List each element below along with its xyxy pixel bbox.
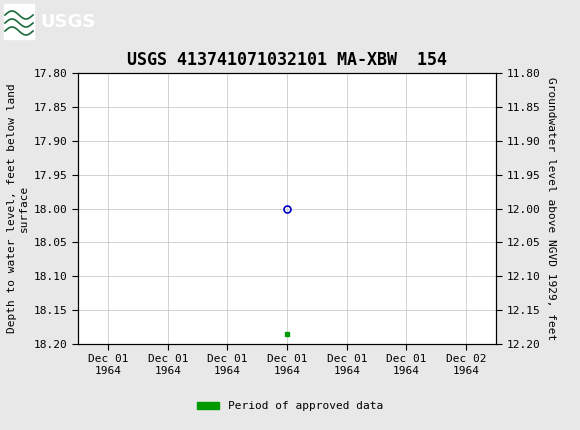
Y-axis label: Depth to water level, feet below land
surface: Depth to water level, feet below land su… xyxy=(7,84,28,333)
Title: USGS 413741071032101 MA-XBW  154: USGS 413741071032101 MA-XBW 154 xyxy=(127,51,447,69)
Y-axis label: Groundwater level above NGVD 1929, feet: Groundwater level above NGVD 1929, feet xyxy=(546,77,556,340)
FancyBboxPatch shape xyxy=(4,4,34,39)
Text: USGS: USGS xyxy=(40,13,95,31)
Legend: Period of approved data: Period of approved data xyxy=(193,397,387,416)
